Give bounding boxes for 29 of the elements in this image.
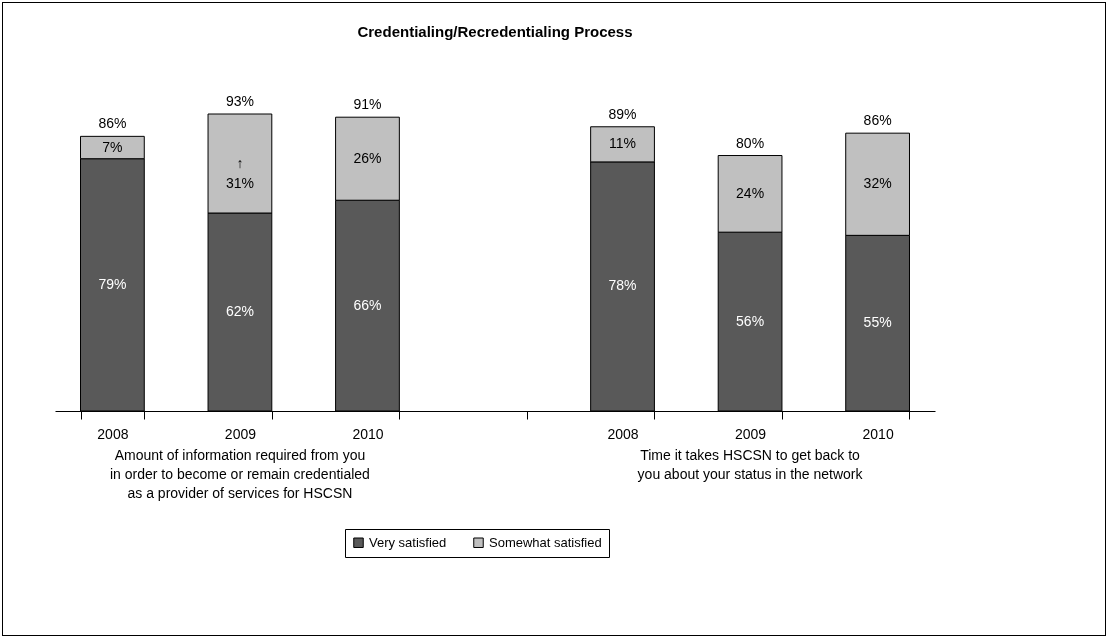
text: Amount of information required from you in order to become or remain credentialed as a provider of services for HSCSN — [109, 447, 370, 501]
data-label: 24% — [736, 184, 765, 201]
total-label: 86% — [98, 115, 127, 132]
data-label: 79% — [98, 275, 127, 292]
total-label: 86% — [863, 112, 892, 129]
legend-label: Very satisfied — [369, 534, 447, 550]
data-label: 7% — [102, 138, 123, 155]
x-tick-label: 2008 — [607, 425, 639, 442]
x-tick-label: 2009 — [224, 425, 257, 442]
total-label: 93% — [225, 93, 254, 109]
x-tick-label: 2010 — [352, 425, 384, 442]
data-label: ↑ 31% — [225, 154, 254, 191]
data-label: 55% — [863, 314, 892, 331]
data-label: 78% — [608, 277, 637, 294]
data-label: 66% — [353, 296, 382, 313]
x-tick-label: 2009 — [734, 425, 767, 442]
data-label: 26% — [353, 149, 382, 166]
total-label: 91% — [353, 96, 382, 113]
data-label: 11% — [609, 135, 637, 152]
x-tick-label: 2010 — [862, 425, 894, 442]
data-label: 32% — [863, 175, 892, 192]
chart-title: Credentialing/Recredentialing Process — [357, 23, 633, 40]
data-label: 62% — [225, 303, 254, 319]
text: Time it takes HSCSN to get back to you about your status in the network — [637, 447, 864, 482]
legend-label: Somewhat satisfied — [489, 534, 602, 550]
x-tick-label: 2008 — [97, 425, 129, 442]
data-label: 56% — [736, 312, 765, 329]
total-label: 80% — [736, 134, 765, 151]
total-label: 89% — [608, 105, 637, 122]
